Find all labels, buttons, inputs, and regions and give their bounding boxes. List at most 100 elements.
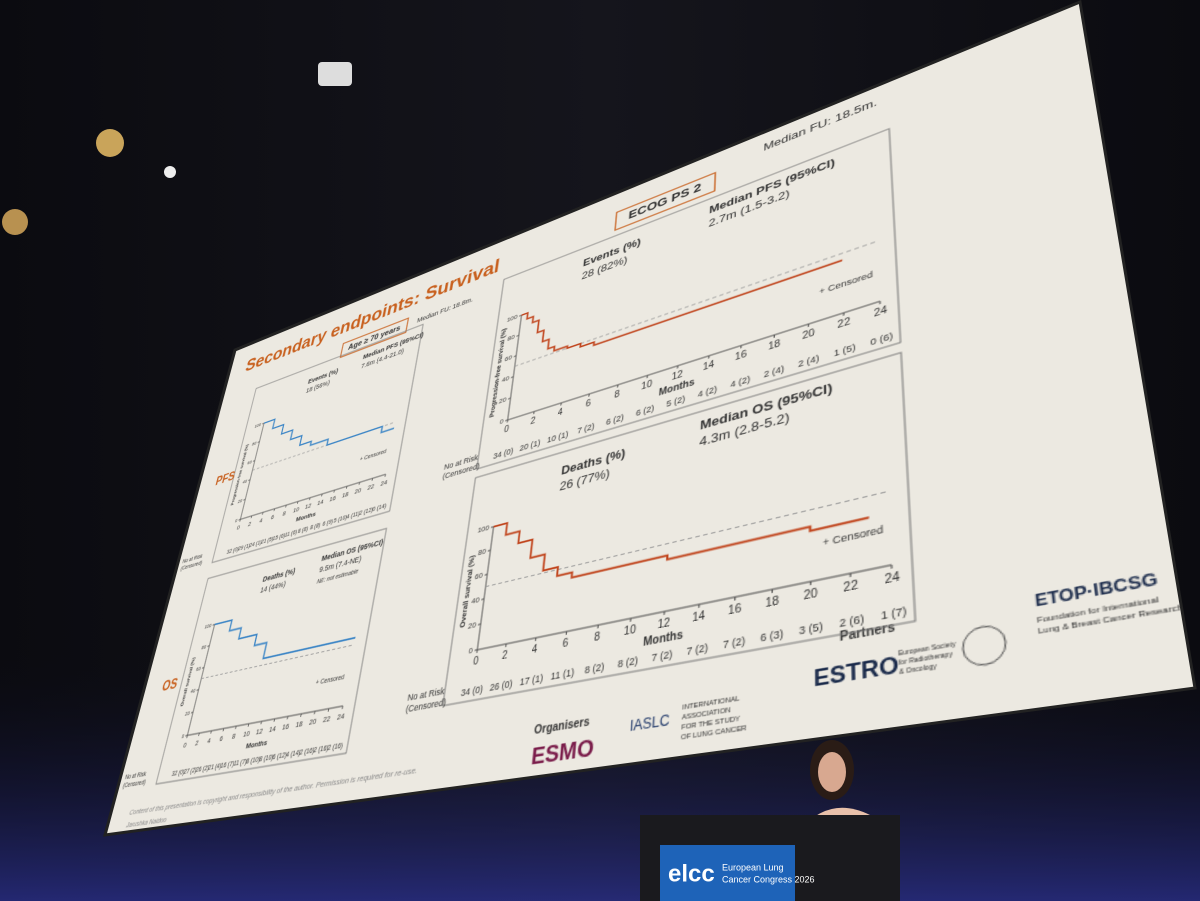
y-tick-label: 40 xyxy=(242,478,247,484)
x-tick-label: 6 xyxy=(270,513,275,521)
at-risk-count: 8 (8) xyxy=(297,524,309,534)
x-tick-label: 22 xyxy=(367,482,375,491)
at-risk-count: 2 (6) xyxy=(839,614,865,631)
spotlight xyxy=(318,62,352,86)
x-tick-label: 22 xyxy=(843,580,858,595)
x-tick-label: 22 xyxy=(837,317,850,331)
survival-curve xyxy=(251,372,404,476)
x-tick-label: 12 xyxy=(255,727,264,737)
at-risk-count: 11 (1) xyxy=(550,668,575,684)
x-tick-label: 8 xyxy=(594,632,602,645)
y-tick-label: 0 xyxy=(181,733,185,740)
x-axis-label: Months xyxy=(245,738,268,750)
at-risk-count: 2 (16) xyxy=(313,743,330,754)
x-tick-label: 24 xyxy=(874,305,889,319)
at-risk-count: 8 (2) xyxy=(617,656,638,672)
y-axis xyxy=(508,315,522,420)
at-risk-count: 2 (12) xyxy=(359,505,375,516)
y-axis xyxy=(187,625,214,736)
x-tick-label: 16 xyxy=(735,350,748,364)
at-risk-count: 32 (0) xyxy=(171,767,186,777)
y-axis xyxy=(477,527,493,650)
at-risk-count: 3 (5) xyxy=(799,622,824,639)
at-risk-count: 21 (4) xyxy=(207,761,223,772)
x-tick-label: 10 xyxy=(242,729,251,738)
x-tick-label: 16 xyxy=(281,722,290,732)
censored-legend: + Censored xyxy=(359,447,388,463)
at-risk-count: 15 (6) xyxy=(272,531,287,542)
x-tick-label: 8 xyxy=(282,510,287,518)
x-tick-label: 0 xyxy=(236,524,241,532)
x-tick xyxy=(342,706,343,709)
at-risk-count: 34 (0) xyxy=(460,685,484,700)
at-risk-count: 5 (10) xyxy=(333,513,348,524)
median-reference xyxy=(201,645,354,679)
at-risk-count: 2 (16) xyxy=(299,745,316,756)
survival-curve xyxy=(514,197,842,372)
x-tick-label: 0 xyxy=(503,425,510,436)
at-risk-count: 11 (6) xyxy=(284,528,298,539)
x-tick-label: 12 xyxy=(304,502,312,511)
esmo-logo: ESMO xyxy=(530,735,595,771)
at-risk-label: No at Risk xyxy=(124,769,148,781)
row-label: OS xyxy=(161,674,180,694)
row-label: PFS xyxy=(214,468,236,488)
y-tick-label: 40 xyxy=(501,374,510,384)
at-risk-count: 4 (2) xyxy=(698,385,718,401)
at-risk-count: 16 (7) xyxy=(220,759,236,770)
x-tick-label: 14 xyxy=(317,498,325,507)
at-risk-count: 7 (2) xyxy=(577,423,595,437)
at-risk-count: 26 (2) xyxy=(195,763,211,774)
x-axis-label: Months xyxy=(295,510,317,523)
spotlight xyxy=(96,129,124,157)
y-tick-label: 60 xyxy=(196,665,202,672)
y-tick-label: 40 xyxy=(471,595,481,605)
x-tick-label: 0 xyxy=(182,741,187,750)
x-tick-label: 18 xyxy=(295,719,304,729)
at-risk-count: 0 (14) xyxy=(372,501,388,513)
at-risk-count: 0 (6) xyxy=(870,332,893,349)
at-risk-count: 1 (5) xyxy=(834,343,857,360)
x-tick-label: 10 xyxy=(292,505,300,514)
at-risk-label: (Censored) xyxy=(122,777,147,789)
x-tick-label: 0 xyxy=(472,656,480,668)
y-tick-label: 60 xyxy=(474,571,484,581)
at-risk-count: 8 (10) xyxy=(246,754,262,765)
at-risk-count: 10 (1) xyxy=(546,431,569,447)
x-tick-label: 20 xyxy=(802,328,816,342)
at-risk-count: 17 (1) xyxy=(519,674,544,690)
x-tick-label: 14 xyxy=(692,611,707,626)
x-tick-label: 2 xyxy=(194,739,199,748)
y-tick-label: 0 xyxy=(234,518,237,524)
y-tick-label: 40 xyxy=(190,687,196,694)
x-tick-label: 6 xyxy=(585,399,592,410)
y-tick-label: 0 xyxy=(468,646,474,656)
at-risk-count: 6 (12) xyxy=(272,750,289,761)
y-tick-label: 100 xyxy=(254,422,261,429)
x-tick-label: 24 xyxy=(380,478,388,487)
y-tick-label: 60 xyxy=(504,353,513,362)
organisers-label: Organisers xyxy=(533,717,591,738)
podium-name: European Lung xyxy=(722,862,784,872)
at-risk-count: 2 (4) xyxy=(764,365,785,381)
at-risk-count: 6 (3) xyxy=(760,629,784,646)
y-tick xyxy=(485,574,488,575)
y-tick-label: 80 xyxy=(201,644,207,651)
at-risk-count: 7 (2) xyxy=(686,643,709,659)
y-tick-label: 100 xyxy=(477,523,490,534)
x-tick-label: 4 xyxy=(531,644,539,656)
x-tick-label: 20 xyxy=(354,486,362,495)
x-tick-label: 18 xyxy=(341,490,349,499)
slide: Secondary endpoints: Survival Age ≥ 70 y… xyxy=(105,2,1195,835)
x-axis xyxy=(508,301,880,420)
y-tick-label: 60 xyxy=(247,459,252,465)
y-tick-label: 20 xyxy=(499,395,508,405)
y-tick-label: 20 xyxy=(237,498,243,505)
y-tick-label: 80 xyxy=(252,440,257,446)
x-tick-label: 18 xyxy=(765,596,780,611)
at-risk-count: 4 (14) xyxy=(285,747,302,758)
x-tick-label: 10 xyxy=(623,625,637,639)
x-tick-label: 2 xyxy=(247,520,252,528)
x-tick-label: 6 xyxy=(562,638,570,650)
at-risk-count: 34 (0) xyxy=(492,447,514,462)
